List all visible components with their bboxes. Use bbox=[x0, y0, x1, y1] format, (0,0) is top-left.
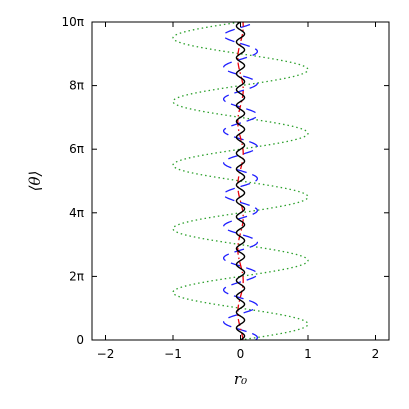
x-tick-label: 1 bbox=[304, 347, 312, 361]
y-tick-label: 10π bbox=[62, 15, 85, 29]
x-tick-label: 0 bbox=[237, 347, 245, 361]
series-line-solid bbox=[235, 21, 246, 341]
y-tick-label: 2π bbox=[69, 269, 84, 283]
series-layer bbox=[172, 21, 309, 341]
x-tick-label: −1 bbox=[164, 347, 182, 361]
y-axis-label: ⟨θ⟩ bbox=[26, 171, 44, 192]
x-tick-label: 2 bbox=[372, 347, 380, 361]
series-line-dashdot bbox=[237, 21, 244, 341]
y-tick-label: 6π bbox=[69, 142, 84, 156]
x-tick-label: −2 bbox=[97, 347, 115, 361]
x-axis-label: r₀ bbox=[234, 370, 247, 388]
y-tick-label: 4π bbox=[69, 206, 84, 220]
y-tick-label: 8π bbox=[69, 79, 84, 93]
series-line-dashed bbox=[222, 21, 259, 341]
ticks-layer: −2 −1 0 1 2 0 2π 4π 6π 8π 10π bbox=[62, 15, 389, 361]
y-tick-label: 0 bbox=[76, 333, 84, 347]
